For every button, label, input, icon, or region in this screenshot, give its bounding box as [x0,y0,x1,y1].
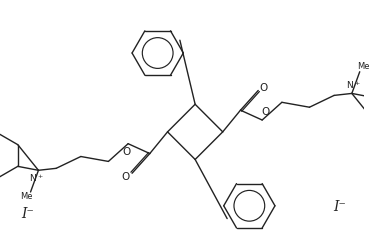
Text: N$^+$: N$^+$ [345,80,360,91]
Text: I⁻: I⁻ [334,200,346,214]
Text: Me: Me [20,192,33,201]
Text: O: O [261,107,269,117]
Text: O: O [122,147,130,157]
Text: N$^+$: N$^+$ [29,172,44,184]
Text: O: O [121,172,129,182]
Text: O: O [259,84,267,94]
Text: I⁻: I⁻ [21,207,34,221]
Text: Me: Me [358,62,369,71]
